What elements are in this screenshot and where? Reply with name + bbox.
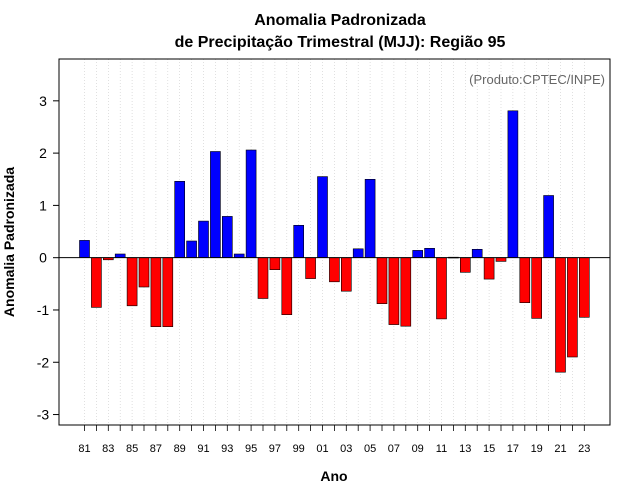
y-tick-label: 0 [39, 250, 47, 266]
anomaly-bar-chart: Anomalia Padronizada de Precipitação Tri… [0, 0, 640, 500]
x-axis: 81 83 85 87 89 91 93 95 97 99 01 03 05 07 09 11 13 15 17 19… [78, 425, 590, 455]
bar-86 [139, 258, 149, 287]
x-tick-label: 91 [197, 443, 209, 455]
x-tick-label: 01 [316, 443, 328, 455]
x-tick-label: 85 [126, 443, 138, 455]
bar-09 [413, 250, 423, 257]
x-tick-label: 99 [293, 443, 305, 455]
y-tick-label: -3 [37, 407, 50, 423]
bar-08 [401, 258, 411, 327]
x-tick-label: 97 [269, 443, 281, 455]
bar-07 [389, 258, 399, 325]
bar-90 [187, 241, 197, 258]
x-tick-label: 89 [174, 443, 186, 455]
bar-20 [544, 196, 554, 258]
x-tick-label: 03 [340, 443, 352, 455]
x-axis-label: Ano [320, 468, 347, 484]
bar-14 [472, 249, 482, 257]
x-tick-label: 23 [578, 443, 590, 455]
bar-89 [175, 181, 185, 257]
x-tick-label: 07 [388, 443, 400, 455]
bar-92 [210, 152, 220, 258]
y-tick-label: -2 [37, 354, 50, 370]
x-tick-label: 11 [436, 443, 447, 455]
bar-99 [294, 225, 304, 257]
bar-91 [199, 221, 209, 258]
x-tick-label: 93 [221, 443, 233, 455]
bar-93 [222, 216, 232, 257]
y-tick-label: 1 [39, 197, 47, 213]
x-tick-label: 17 [507, 443, 519, 455]
bar-96 [258, 258, 268, 299]
bar-95 [246, 150, 256, 258]
bar-04 [353, 249, 363, 258]
x-tick-label: 81 [78, 443, 90, 455]
bar-88 [163, 258, 173, 327]
bar-81 [80, 240, 90, 257]
x-tick-label: 09 [412, 443, 424, 455]
bar-19 [532, 258, 542, 319]
bar-97 [270, 258, 280, 270]
bar-94 [234, 254, 244, 258]
bar-16 [496, 258, 506, 262]
bar-06 [377, 258, 387, 304]
credit-text: (Produto:CPTEC/INPE) [469, 72, 605, 87]
bar-85 [127, 258, 137, 306]
x-tick-label: 83 [102, 443, 114, 455]
bar-21 [556, 258, 566, 373]
chart-title-line2: de Precipitação Trimestral (MJJ): Região… [175, 34, 506, 51]
bar-15 [484, 258, 494, 279]
bar-00 [306, 258, 316, 279]
x-tick-label: 21 [554, 443, 566, 455]
bar-05 [365, 179, 375, 257]
bar-11 [437, 258, 447, 319]
bar-98 [282, 258, 292, 315]
x-tick-label: 95 [245, 443, 257, 455]
bar-13 [460, 258, 470, 273]
bar-82 [91, 258, 101, 308]
x-tick-label: 19 [531, 443, 543, 455]
bar-87 [151, 258, 161, 327]
bar-18 [520, 258, 530, 303]
x-tick-label: 15 [483, 443, 495, 455]
y-axis: -3 -2 -1 0 1 2 3 [37, 93, 59, 423]
x-tick-label: 05 [364, 443, 376, 455]
bar-84 [115, 254, 125, 258]
bar-23 [579, 258, 589, 318]
bar-03 [341, 258, 351, 292]
chart-title-line1: Anomalia Padronizada [254, 12, 426, 29]
x-tick-label: 13 [459, 443, 471, 455]
y-tick-label: 2 [39, 145, 47, 161]
x-tick-label: 87 [150, 443, 162, 455]
bar-02 [329, 258, 339, 282]
y-tick-label: 3 [39, 93, 47, 109]
bar-10 [425, 248, 435, 257]
y-tick-label: -1 [37, 302, 50, 318]
bar-01 [318, 177, 328, 258]
bar-22 [567, 258, 577, 357]
bar-17 [508, 111, 518, 258]
y-axis-label: Anomalia Padronizada [1, 167, 17, 317]
